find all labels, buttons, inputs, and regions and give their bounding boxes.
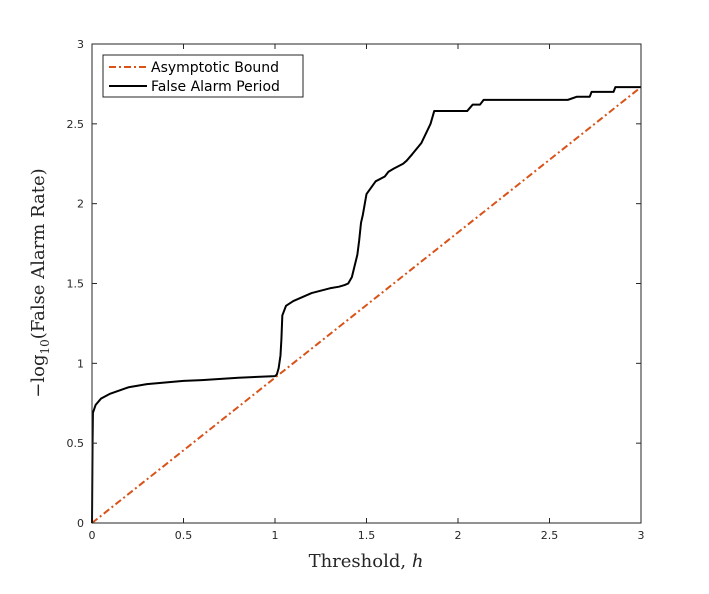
x-tick-label: 3 [638,529,645,542]
y-tick-label: 0 [77,517,84,530]
y-tick-label: 0.5 [67,437,85,450]
series-line-asymptotic-bound [91,86,642,524]
legend-label-asymptotic-bound: Asymptotic Bound [151,60,279,76]
legend-label-false-alarm-period: False Alarm Period [151,79,280,95]
x-axis-label: Threshold, h [309,551,424,572]
y-tick-label: 3 [77,38,84,51]
plot-area [92,44,641,523]
tick-layer: 0 0.5 1 1.5 2 2.5 3 0 0.5 1 1.5 2 2.5 3 [67,38,645,542]
legend: Asymptotic Bound False Alarm Period [102,54,304,98]
y-tick-label: 2 [77,198,84,211]
legend-box [102,54,304,98]
x-tick-label: 2.5 [541,529,559,542]
y-tick-label: 1 [77,357,84,370]
x-tick-label: 1.5 [358,529,376,542]
x-tick-label: 0.5 [175,529,193,542]
y-axis-label: −log10(False Alarm Rate) [28,168,52,397]
x-tick-label: 0 [89,529,96,542]
y-tick-label: 2.5 [67,118,85,131]
x-tick-label: 2 [455,529,462,542]
series-layer [91,86,642,524]
y-tick-label: 1.5 [67,278,85,291]
series-line-false-alarm-period [91,86,641,524]
x-tick-label: 1 [272,529,279,542]
